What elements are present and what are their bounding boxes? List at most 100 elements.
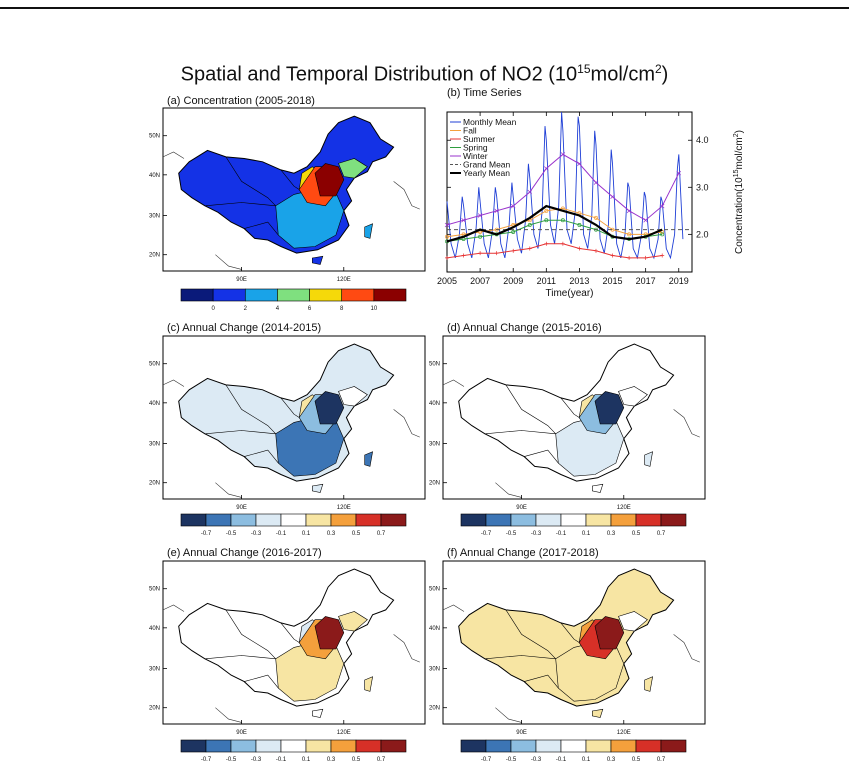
lon-label: 90E (516, 730, 527, 736)
colorbar-box (560, 513, 587, 527)
series-winter-point (610, 194, 615, 199)
colorbar-label: 0.1 (302, 757, 311, 763)
legend-entry: Winter (463, 151, 488, 161)
series-summer-point (560, 241, 565, 246)
series-winter-point (659, 203, 665, 209)
taiwan-region (364, 451, 373, 467)
colorbar-change-c: -0.7 -0.5 -0.3 -0.1 0.1 0.3 0.5 0.7 (180, 513, 407, 537)
series-spring-point (544, 218, 549, 223)
colorbar-label: -0.3 (251, 757, 262, 763)
series-summer-point (593, 248, 598, 253)
coastline (393, 634, 420, 663)
colorbar-change-e: -0.7 -0.5 -0.3 -0.1 0.1 0.3 0.5 0.7 (180, 739, 407, 763)
coastline (162, 151, 185, 159)
y-tick-label: 3.0 (696, 182, 709, 192)
lon-label: 120E (337, 505, 351, 511)
colorbar-label: 0.3 (327, 531, 336, 537)
taiwan-region (364, 676, 373, 692)
colorbar-box (309, 288, 343, 302)
colorbar-label: 0.1 (302, 531, 311, 537)
x-tick-label: 2017 (636, 276, 656, 286)
coastline (393, 409, 420, 438)
colorbar-box (355, 739, 382, 753)
province-border (524, 674, 559, 689)
province-border (484, 655, 556, 660)
colorbar-change-d: -0.7 -0.5 -0.3 -0.1 0.1 0.3 0.5 0.7 (460, 513, 687, 537)
colorbar-label: 8 (340, 306, 344, 312)
province-region-hot (594, 616, 625, 650)
title-prefix: Spatial and Temporal Distribution of NO2… (180, 63, 578, 86)
series-spring-point (527, 222, 532, 227)
colorbar-box (180, 739, 207, 753)
colorbar-box (180, 513, 207, 527)
colorbar-label: -0.7 (481, 531, 492, 537)
province-border (560, 397, 580, 418)
province-border (280, 622, 300, 643)
series-winter-point (544, 166, 549, 171)
colorbar-box (244, 288, 278, 302)
hainan-region (591, 483, 604, 493)
series-fall-point (627, 232, 632, 237)
series-summer-point (577, 246, 582, 251)
colorbar-label: 4 (276, 306, 280, 312)
colorbar-box (180, 288, 214, 302)
series-winter-point (577, 161, 582, 167)
coastline (215, 254, 242, 270)
coastline (442, 379, 465, 387)
province-region-green (618, 386, 648, 407)
lat-label: 50N (149, 587, 160, 593)
colorbar-box (212, 288, 246, 302)
coastline (495, 482, 522, 498)
series-winter-point (494, 208, 499, 214)
lat-label: 20N (149, 253, 160, 259)
coastline (442, 604, 465, 612)
province-border (204, 202, 276, 207)
series-winter-point (461, 217, 466, 223)
hainan-region (311, 708, 324, 718)
title-suffix: ) (661, 63, 669, 86)
colorbar-label: 2 (244, 306, 248, 312)
colorbar-box (560, 739, 587, 753)
province-border (505, 609, 556, 660)
legend-entry: Grand Mean (463, 160, 511, 170)
colorbar-box (280, 739, 307, 753)
map-panel-a: 50N 40N 30N 20N 90E 120E (149, 107, 426, 283)
lat-label: 50N (429, 587, 440, 593)
time-series-chart: 2005 2007 2009 2011 2013 2015 2017 2019 2.0 3.0 4.… (437, 111, 745, 299)
hainan-region (311, 483, 324, 493)
series-winter-point (477, 213, 483, 218)
lat-label: 50N (429, 362, 440, 368)
colorbar-label: 0.5 (632, 757, 641, 763)
colorbar-label: -0.1 (556, 531, 567, 537)
colorbar-box (660, 513, 687, 527)
lon-label: 120E (337, 277, 351, 283)
colorbar-label: -0.1 (276, 757, 287, 763)
colorbar-box (280, 513, 307, 527)
series-fall-point (445, 234, 449, 239)
series-summer-point (494, 251, 499, 256)
main-title: Spatial and Temporal Distribution of NO2… (0, 62, 849, 87)
lat-label: 40N (429, 626, 440, 632)
lon-label: 120E (337, 730, 351, 736)
x-tick-label: 2009 (503, 276, 523, 286)
colorbar-box (205, 513, 232, 527)
lat-label: 40N (429, 401, 440, 407)
province-region-hot (314, 163, 345, 197)
series-winter-point (593, 180, 599, 185)
series-summer-point (660, 253, 665, 258)
series-winter-point (643, 217, 648, 223)
province-region-hot (314, 616, 345, 650)
colorbar-box (205, 739, 232, 753)
colorbar-box (330, 513, 357, 527)
colorbar-box (305, 513, 332, 527)
lat-label: 30N (429, 442, 440, 448)
colorbar-label: 0.7 (377, 757, 386, 763)
province-border (225, 384, 276, 435)
colorbar-concentration: 0 2 4 6 8 10 (180, 288, 407, 312)
series-winter-point (527, 189, 533, 195)
panel-d-title: (d) Annual Change (2015-2016) (447, 322, 602, 334)
y-tick-label: 2.0 (696, 229, 709, 239)
colorbar-label: -0.7 (481, 757, 492, 763)
colorbar-label: -0.1 (556, 757, 567, 763)
